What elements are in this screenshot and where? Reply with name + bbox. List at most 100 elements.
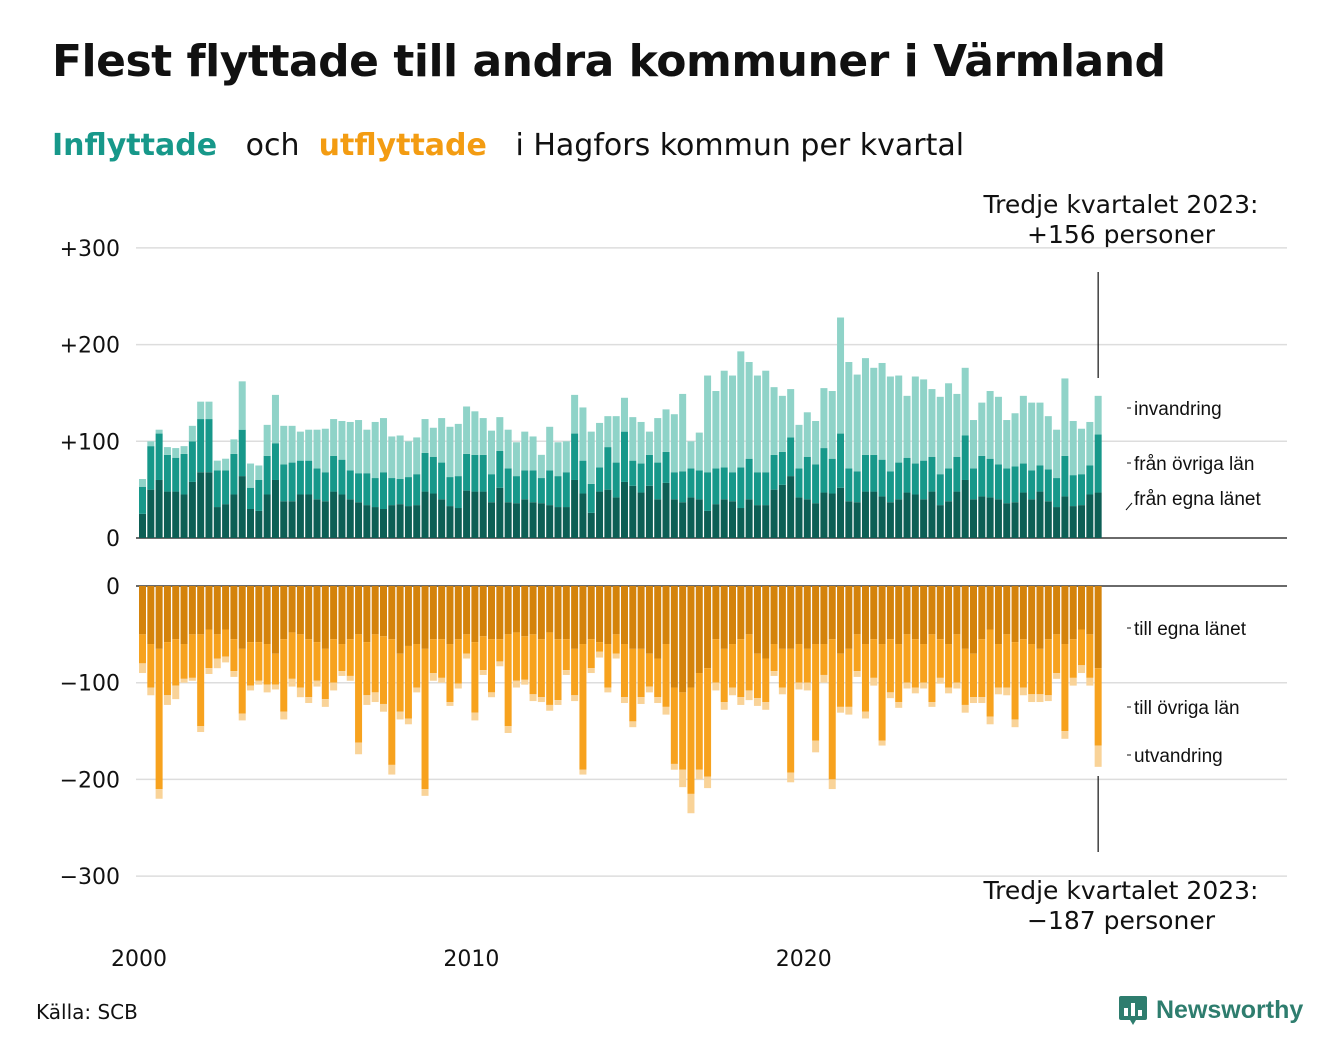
- outflow-bar-segment: [596, 642, 604, 652]
- inflow-bar-segment: [263, 494, 271, 539]
- inflow-bar-segment: [670, 472, 678, 500]
- outflow-bar-segment: [729, 687, 737, 696]
- outflow-bar-segment: [778, 648, 786, 688]
- inflow-bar-segment: [870, 454, 878, 492]
- inflow-bar-segment: [820, 448, 828, 493]
- outflow-bar-segment: [238, 713, 246, 721]
- outflow-bar-segment: [355, 742, 363, 755]
- outflow-bar-segment: [413, 644, 421, 688]
- inflow-bar-segment: [596, 467, 604, 492]
- inflow-bar-segment: [404, 441, 412, 478]
- inflow-bar-segment: [978, 402, 986, 456]
- outflow-bar-segment: [471, 642, 479, 713]
- outflow-bar-segment: [645, 686, 653, 693]
- inflow-bar-segment: [205, 419, 213, 473]
- inflow-bar-segment: [139, 513, 146, 539]
- inflow-bar-segment: [1036, 402, 1044, 466]
- inflow-bar-segment: [787, 389, 795, 438]
- outflow-bar-segment: [263, 644, 271, 685]
- outflow-bar-segment: [795, 682, 803, 690]
- outflow-bar-segment: [604, 586, 612, 645]
- outflow-bar-segment: [255, 586, 263, 643]
- outflow-bar-segment: [970, 697, 977, 704]
- outflow-bar-segment: [870, 639, 878, 678]
- inflow-bar-segment: [986, 391, 994, 459]
- inflow-bar-segment: [587, 483, 595, 513]
- outflow-bar-segment: [953, 634, 961, 683]
- outflow-bar-segment: [280, 586, 288, 640]
- inflow-bar-segment: [679, 393, 687, 472]
- outflow-bar-segment: [579, 586, 587, 645]
- outflow-bar-segment: [363, 586, 371, 643]
- outflow-bar-segment: [878, 586, 886, 645]
- inflow-bar-segment: [355, 473, 363, 503]
- outflow-bar-segment: [1011, 719, 1019, 728]
- inflow-bar-segment: [853, 374, 861, 472]
- outflow-bar-segment: [155, 648, 163, 790]
- inflow-bar-segment: [363, 473, 371, 506]
- inflow-bar-segment: [978, 455, 986, 497]
- inflow-bar-segment: [762, 370, 770, 473]
- inflow-bar-segment: [213, 460, 221, 471]
- y-tick-outflow: −200: [60, 768, 120, 793]
- inflow-bar-segment: [820, 388, 828, 449]
- outflow-bar-segment: [404, 718, 412, 725]
- inflow-bar-segment: [305, 494, 313, 539]
- inflow-bar-segment: [172, 448, 180, 458]
- outflow-bar-segment: [961, 648, 969, 705]
- outflow-bar-segment: [205, 586, 213, 630]
- y-tick-inflow: +200: [60, 334, 120, 359]
- inflow-bar-segment: [554, 507, 562, 538]
- inflow-bar-segment: [994, 464, 1002, 500]
- inflow-bar-segment: [629, 485, 637, 538]
- outflow-bar-segment: [413, 586, 421, 645]
- inflow-bar-segment: [1011, 466, 1019, 503]
- inflow-bar-segment: [421, 419, 429, 453]
- inflow-bar-segment: [521, 470, 529, 500]
- inflow-bar-segment: [679, 471, 687, 503]
- inflow-bar-segment: [845, 468, 853, 502]
- outflow-bar-segment: [247, 586, 255, 643]
- inflow-bar-segment: [346, 470, 354, 500]
- outflow-bar-segment: [1044, 695, 1052, 702]
- outflow-bar-segment: [479, 586, 487, 637]
- inflow-bar-segment: [803, 412, 811, 457]
- outflow-bar-segment: [1053, 586, 1061, 635]
- inflow-bar-segment: [247, 508, 255, 538]
- inflow-bar-segment: [654, 499, 662, 538]
- outflow-bar-segment: [188, 677, 196, 681]
- inflow-bar-segment: [1086, 421, 1094, 466]
- outflow-bar-segment: [438, 586, 446, 640]
- inflow-bar-segment: [1086, 494, 1094, 539]
- outflow-bar-segment: [670, 586, 678, 688]
- segment-label-inflow: från övriga län: [1134, 454, 1254, 475]
- inflow-bar-segment: [537, 454, 545, 479]
- inflow-bar-segment: [197, 401, 205, 420]
- inflow-bar-segment: [188, 481, 196, 538]
- inflow-bar-segment: [346, 499, 354, 538]
- inflow-bar-segment: [488, 474, 496, 503]
- inflow-bar-segment: [778, 451, 786, 485]
- outflow-bar-segment: [479, 636, 487, 671]
- outflow-bar-segment: [197, 586, 205, 635]
- outflow-bar-segment: [255, 680, 263, 685]
- outflow-bar-segment: [895, 586, 903, 645]
- inflow-bar-segment: [820, 492, 828, 538]
- outflow-bar-segment: [753, 653, 761, 699]
- inflow-bar-segment: [188, 425, 196, 442]
- outflow-bar-segment: [886, 692, 894, 699]
- inflow-bar-segment: [878, 496, 886, 538]
- inflow-bar-segment: [778, 395, 786, 452]
- inflow-bar-segment: [579, 407, 587, 461]
- inflow-bar-segment: [861, 454, 869, 492]
- outflow-bar-segment: [704, 586, 712, 669]
- outflow-bar-segment: [945, 644, 953, 688]
- outflow-bar-segment: [762, 658, 770, 703]
- inflow-bar-segment: [770, 387, 778, 455]
- outflow-bar-segment: [654, 658, 662, 698]
- inflow-bar-segment: [471, 454, 479, 492]
- inflow-bar-segment: [338, 494, 346, 539]
- inflow-bar-segment: [945, 501, 953, 538]
- outflow-bar-segment: [521, 679, 529, 685]
- inflow-bar-segment: [886, 471, 894, 503]
